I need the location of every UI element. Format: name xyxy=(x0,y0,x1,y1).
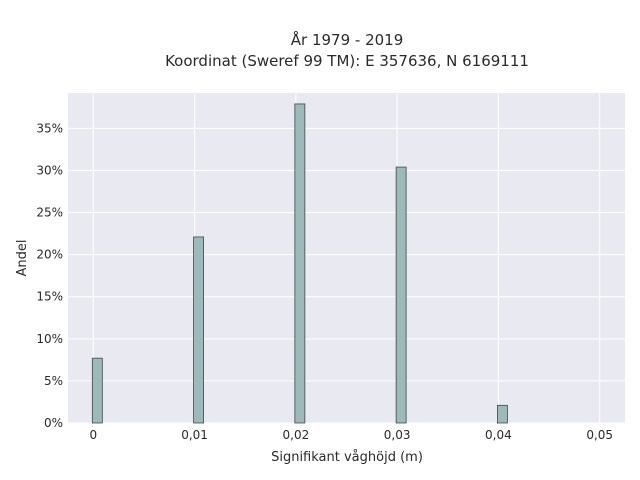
bar xyxy=(294,103,306,424)
chart-title-line1: År 1979 - 2019 xyxy=(291,30,404,49)
y-tick-label: 35% xyxy=(36,121,63,135)
y-tick-label: 20% xyxy=(36,248,63,262)
y-tick-label: 10% xyxy=(36,332,63,346)
bar xyxy=(193,236,204,424)
x-tick-label: 0,03 xyxy=(384,428,411,442)
y-tick-labels: 0% 5% 10% 15% 20% 25% 30% 35% xyxy=(36,121,63,430)
plot-area xyxy=(68,93,625,423)
x-tick-labels: 0 0,01 0,02 0,03 0,04 0,05 xyxy=(89,428,613,442)
x-tick-label: 0,04 xyxy=(485,428,512,442)
y-tick-label: 5% xyxy=(44,374,63,388)
bar xyxy=(497,404,508,424)
x-tick-label: 0 xyxy=(89,428,97,442)
y-tick-label: 15% xyxy=(36,290,63,304)
x-axis-title: Signifikant våghöjd (m) xyxy=(271,450,423,465)
bar xyxy=(91,357,103,424)
chart-title-line2: Koordinat (Sweref 99 TM): E 357636, N 61… xyxy=(165,52,529,70)
y-tick-label: 30% xyxy=(36,163,63,177)
x-tick-label: 0,05 xyxy=(586,428,613,442)
x-tick-label: 0,01 xyxy=(181,428,208,442)
y-tick-label: 25% xyxy=(36,206,63,220)
y-axis-title: Andel xyxy=(15,240,30,277)
bar xyxy=(395,166,407,424)
x-tick-label: 0,02 xyxy=(283,428,310,442)
y-tick-label: 0% xyxy=(44,416,63,430)
bars-group xyxy=(91,103,508,424)
